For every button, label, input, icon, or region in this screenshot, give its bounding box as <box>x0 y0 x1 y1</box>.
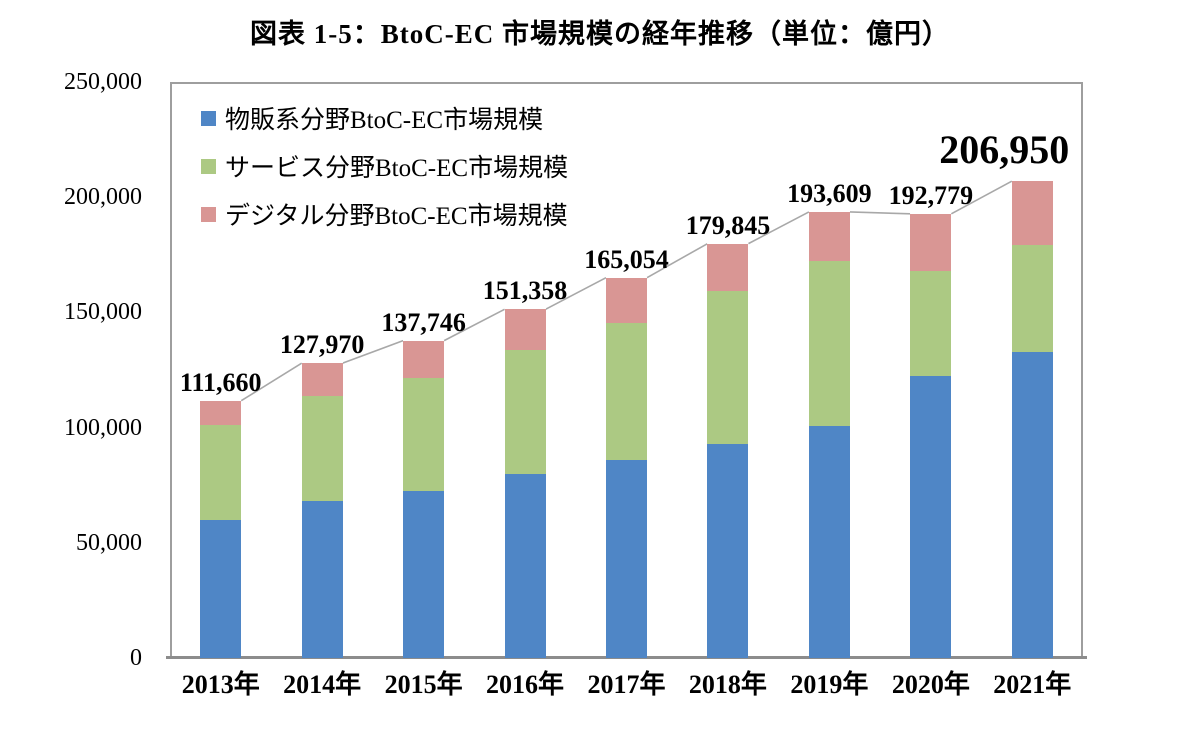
y-axis-tick-label: 0 <box>130 645 142 671</box>
chart-title: 図表 1-5：BtoC-EC 市場規模の経年推移（単位：億円） <box>250 19 950 49</box>
bar-segment-retail <box>707 443 749 658</box>
bar-segment-digital <box>1011 181 1053 245</box>
x-axis-category-label: 2014年 <box>283 670 362 699</box>
legend-item-retail: 物販系分野BtoC-EC市場規模 <box>201 94 568 142</box>
x-axis-category-label: 2018年 <box>688 670 767 699</box>
y-axis-tick-label: 100,000 <box>64 414 142 441</box>
legend-item-service: サービス分野BtoC-EC市場規模 <box>201 142 568 190</box>
bar-segment-retail <box>1011 351 1053 658</box>
bar-total-label: 179,845 <box>685 210 771 240</box>
legend-swatch-service-icon <box>201 158 216 174</box>
bar-total-label: 111,660 <box>179 367 262 397</box>
legend-item-digital: デジタル分野BtoC-EC市場規模 <box>201 190 568 238</box>
x-axis-category-label: 2021年 <box>993 670 1072 699</box>
legend-label-service: サービス分野BtoC-EC市場規模 <box>225 155 569 182</box>
x-axis-category-label: 2015年 <box>384 670 463 699</box>
bar-segment-retail <box>504 473 546 658</box>
bar-segment-service <box>403 378 445 492</box>
plot-border-right <box>1081 82 1083 658</box>
bar-segment-service <box>606 322 647 460</box>
bar-segment-retail <box>808 426 850 658</box>
y-axis-tick-label: 150,000 <box>64 299 142 326</box>
bar-total-label: 193,609 <box>787 178 872 208</box>
legend-swatch-retail-icon <box>201 110 216 126</box>
bar-segment-digital <box>504 309 546 351</box>
bar-segment-service <box>808 261 850 427</box>
legend-label-retail: 物販系分野BtoC-EC市場規模 <box>225 107 544 134</box>
legend-label-digital: デジタル分野BtoC-EC市場規模 <box>225 203 568 230</box>
bar-total-label: 206,950 <box>939 127 1070 173</box>
y-axis-tick-label: 50,000 <box>76 529 142 556</box>
plot-area: 111,660 127,970 137,746 151,358 165,054 179,8… <box>166 82 1087 659</box>
plot-border-top <box>170 82 1083 84</box>
bar-segment-digital <box>707 243 749 291</box>
bar-segment-retail <box>200 519 242 658</box>
bar-segment-service <box>910 270 952 377</box>
x-axis-category-label: 2017年 <box>587 670 666 699</box>
bar-segment-digital <box>910 213 952 271</box>
y-axis-tick-label: 200,000 <box>64 184 142 211</box>
x-axis-category-label: 2016年 <box>486 670 565 699</box>
legend-swatch-digital-icon <box>201 206 216 222</box>
bar-segment-service <box>1011 244 1053 352</box>
bar-segment-digital <box>808 211 850 262</box>
x-axis-category-label: 2013年 <box>181 670 260 699</box>
bar-segment-digital <box>403 340 445 379</box>
bar-segment-retail <box>606 459 647 658</box>
bar-segment-service <box>301 395 343 502</box>
bar-total-label: 192,779 <box>888 180 974 210</box>
y-axis-tick-label: 250,000 <box>64 69 142 95</box>
bar-total-label: 151,358 <box>482 276 568 306</box>
bar-segment-retail <box>910 376 952 658</box>
totals-connector-line <box>240 180 1013 402</box>
bar-segment-retail <box>301 501 343 658</box>
x-axis-category-label: 2019年 <box>790 670 869 699</box>
bar-total-label: 127,970 <box>279 330 365 360</box>
legend: 物販系分野BtoC-EC市場規模 サービス分野BtoC-EC市場規模 デジタル分… <box>201 94 568 238</box>
bar-total-label: 137,746 <box>381 307 466 337</box>
plot-border-left <box>170 82 172 658</box>
bar-segment-digital <box>301 363 343 396</box>
bar-segment-service <box>200 425 242 520</box>
bar-segment-digital <box>606 277 647 323</box>
bar-total-label: 165,054 <box>584 244 669 274</box>
bar-segment-service <box>504 350 546 474</box>
bar-segment-service <box>707 290 749 444</box>
x-axis-category-label: 2020年 <box>891 670 970 699</box>
bar-segment-retail <box>403 491 445 658</box>
bar-segment-digital <box>200 400 242 426</box>
